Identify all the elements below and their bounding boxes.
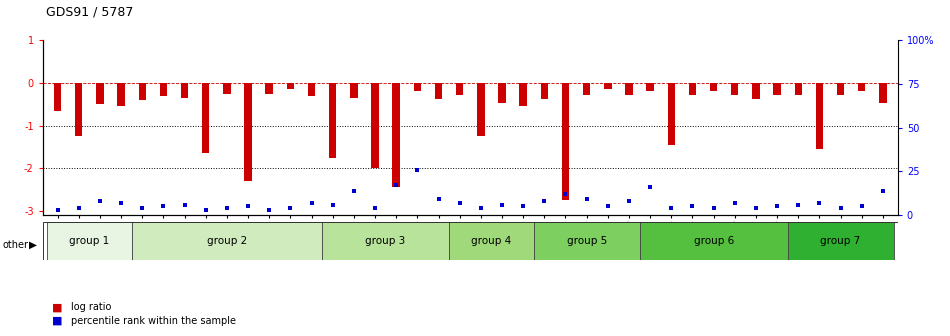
Bar <box>265 83 273 94</box>
Bar <box>223 83 231 94</box>
Bar <box>604 83 612 89</box>
Bar <box>583 83 590 95</box>
Bar <box>689 83 696 95</box>
Text: group 4: group 4 <box>471 236 511 246</box>
Bar <box>752 83 760 99</box>
Bar <box>371 83 379 168</box>
Bar <box>646 83 654 91</box>
Bar <box>858 83 865 91</box>
Text: ■: ■ <box>52 302 63 312</box>
Bar <box>639 222 788 260</box>
Bar <box>499 83 505 103</box>
Bar <box>732 83 738 95</box>
Bar <box>625 83 633 95</box>
Bar <box>816 83 823 149</box>
Text: log ratio: log ratio <box>71 302 112 312</box>
Bar <box>244 83 252 181</box>
Text: GDS91 / 5787: GDS91 / 5787 <box>46 5 133 18</box>
Bar <box>449 222 534 260</box>
Bar <box>392 83 400 187</box>
Text: group 3: group 3 <box>366 236 406 246</box>
Bar <box>788 222 894 260</box>
Text: ▶: ▶ <box>29 240 37 250</box>
Bar <box>668 83 675 145</box>
Bar <box>561 83 569 200</box>
Bar <box>118 83 124 107</box>
Bar <box>54 83 61 111</box>
Text: group 5: group 5 <box>566 236 607 246</box>
Text: group 1: group 1 <box>69 236 109 246</box>
Bar <box>160 83 167 96</box>
Bar <box>541 83 548 99</box>
Bar <box>287 83 294 89</box>
Text: ■: ■ <box>52 316 63 326</box>
Bar <box>794 83 802 95</box>
Bar <box>139 83 146 100</box>
Bar <box>880 83 886 103</box>
Bar <box>773 83 781 95</box>
Bar <box>413 83 421 91</box>
Bar <box>132 222 322 260</box>
Bar <box>477 83 484 136</box>
Text: other: other <box>3 240 28 250</box>
Bar <box>710 83 717 91</box>
Text: group 6: group 6 <box>694 236 733 246</box>
Text: group 2: group 2 <box>207 236 247 246</box>
Bar <box>75 83 83 136</box>
Bar <box>47 222 132 260</box>
Bar <box>435 83 442 99</box>
Bar <box>534 222 639 260</box>
Text: percentile rank within the sample: percentile rank within the sample <box>71 316 237 326</box>
Bar <box>351 83 357 98</box>
Text: group 7: group 7 <box>821 236 861 246</box>
Bar <box>456 83 464 95</box>
Bar <box>322 222 449 260</box>
Bar <box>329 83 336 158</box>
Bar <box>202 83 209 153</box>
Bar <box>180 83 188 98</box>
Bar <box>308 83 315 96</box>
Bar <box>837 83 845 95</box>
Bar <box>96 83 104 104</box>
Bar <box>520 83 527 107</box>
